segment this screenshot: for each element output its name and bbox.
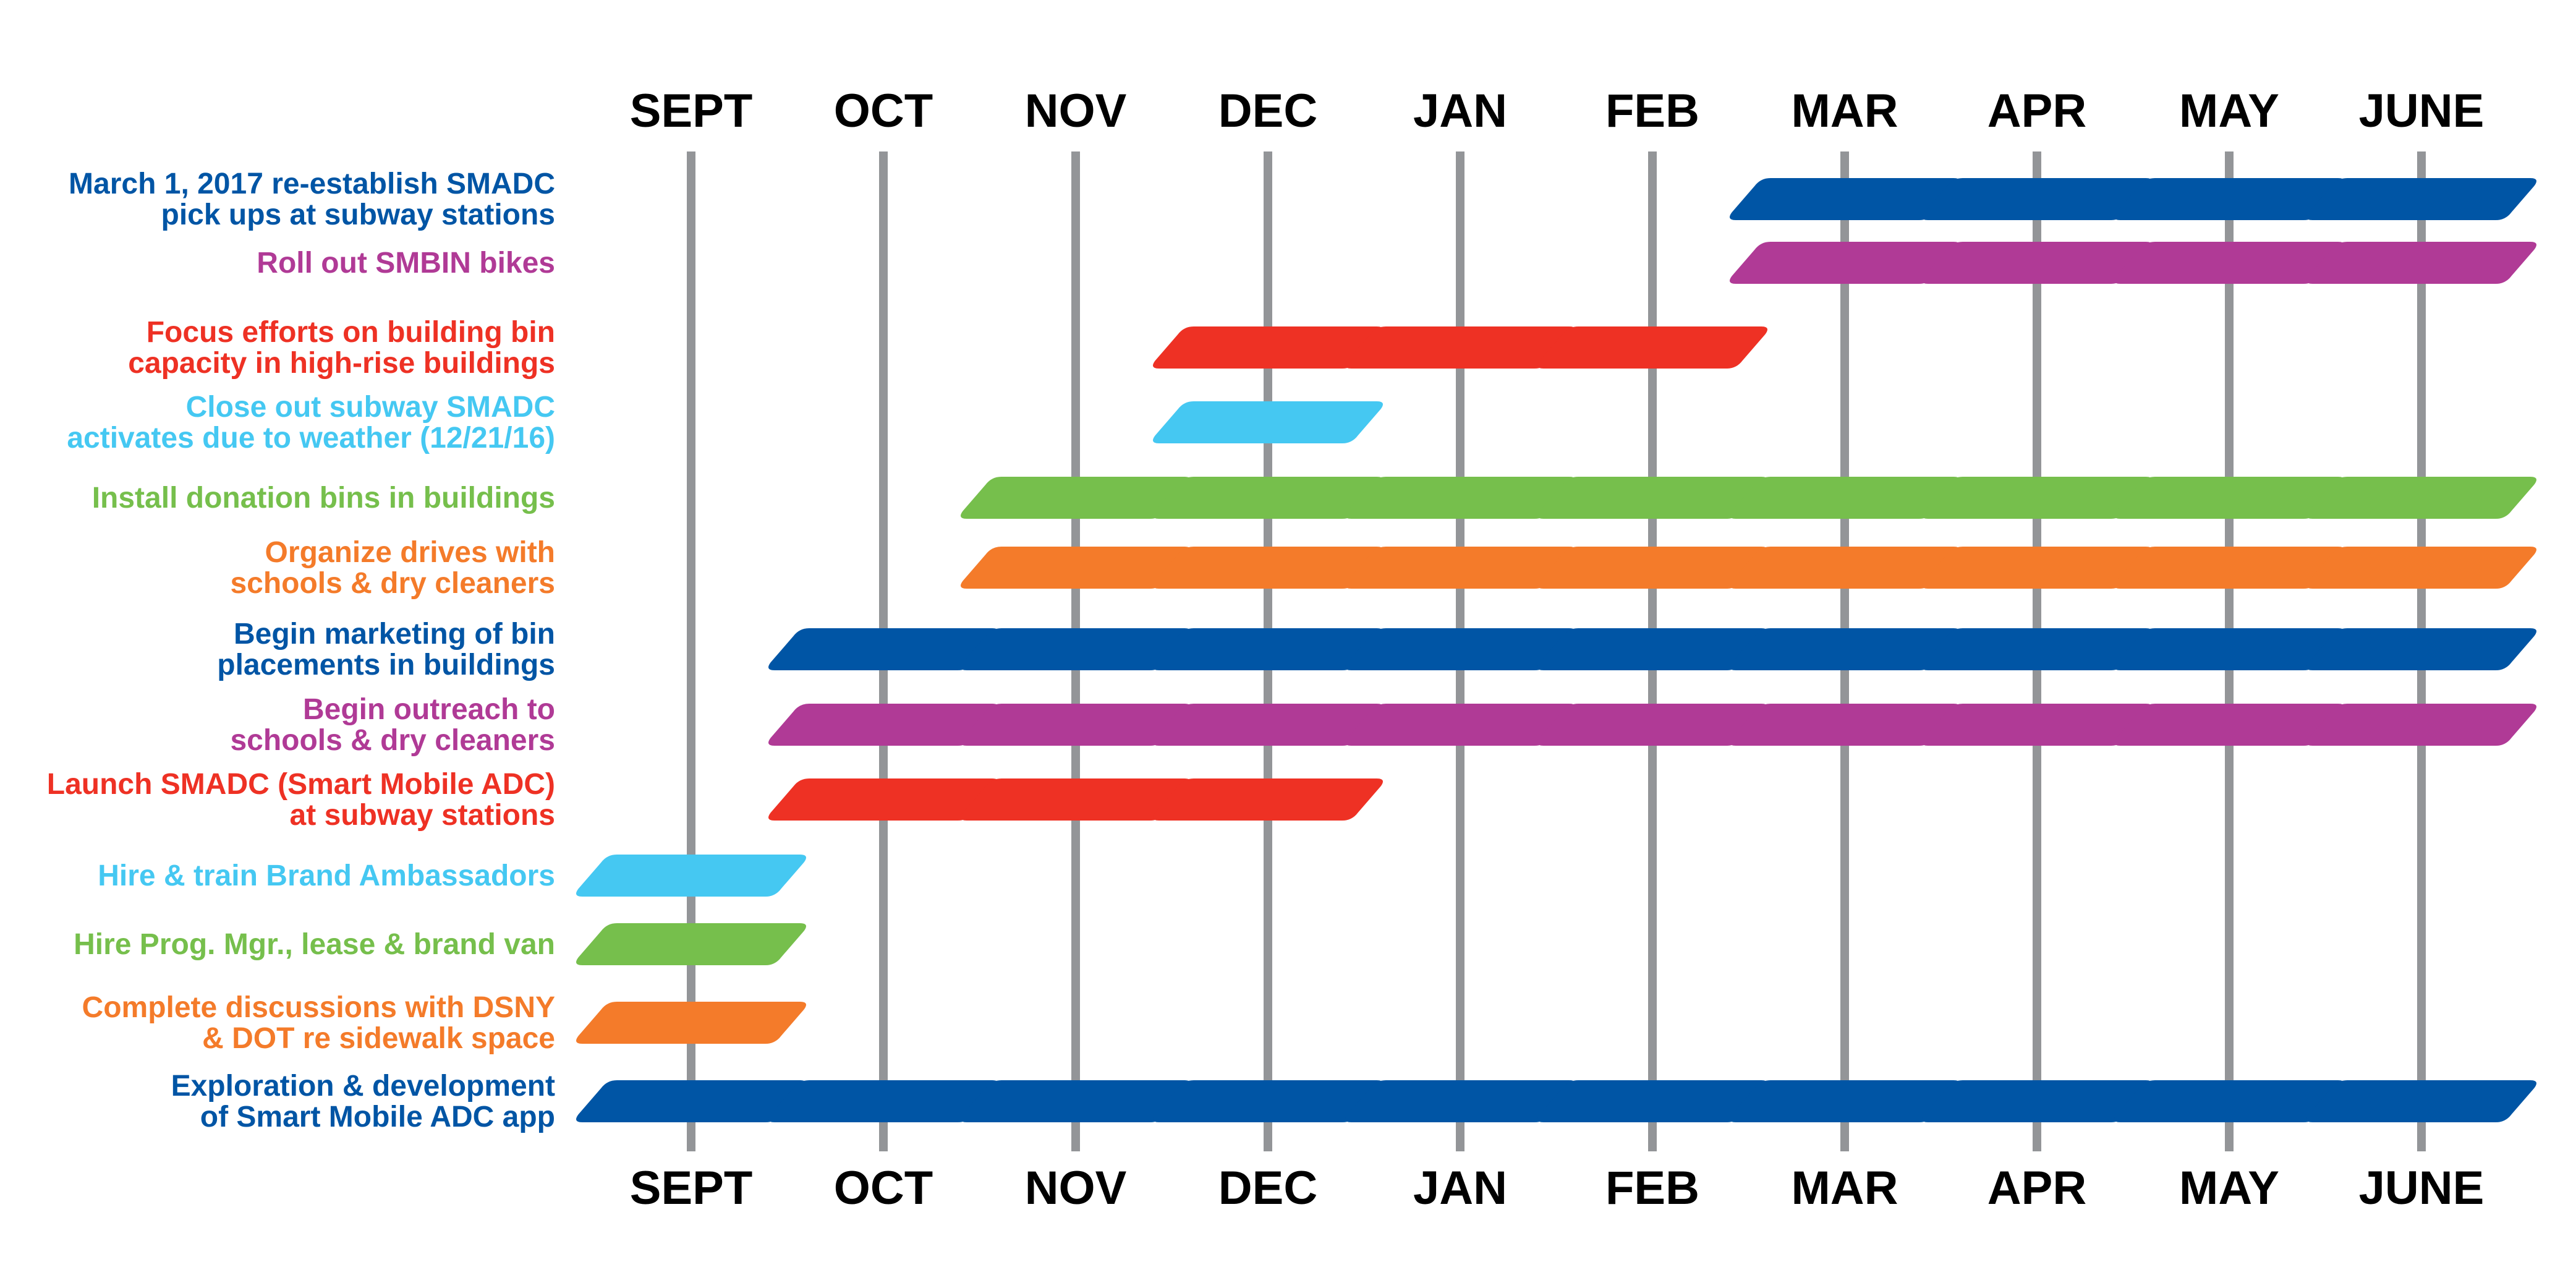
top-month-axis: SEPT OCT NOV DEC JAN FEB MAR APR MAY JUNE bbox=[630, 85, 2485, 137]
task-label-organize-drives-with-schools-dry-cleaner-line-1: Organize drives with bbox=[265, 536, 555, 569]
month-label-bottom-apr: APR bbox=[1987, 1162, 2086, 1214]
month-label-top-oct: OCT bbox=[834, 85, 933, 137]
task-bar-hire-prog-mgr-lease-brand-van-sept bbox=[576, 923, 806, 965]
task-label-begin-outreach-to-schools-dry-cleaners-line-1: Begin outreach to bbox=[303, 693, 555, 726]
month-label-top-sept: SEPT bbox=[630, 85, 753, 137]
task-label-roll-out-smbin-bikes-line-1: Roll out SMBIN bikes bbox=[257, 247, 555, 279]
task-bar-install-donation-bins-in-buildings-june bbox=[2306, 477, 2536, 519]
task-label-close-out-subway-smadc-activates-due-to--line-1: Close out subway SMADC bbox=[186, 391, 555, 424]
task-bars bbox=[576, 178, 2536, 1122]
month-label-top-may: MAY bbox=[2179, 85, 2279, 137]
month-label-top-feb: FEB bbox=[1605, 85, 1699, 137]
task-label-hire-train-brand-ambassadors-line-1: Hire & train Brand Ambassadors bbox=[98, 859, 555, 892]
month-label-bottom-may: MAY bbox=[2179, 1162, 2279, 1214]
task-bar-close-out-subway-smadc-activates-due-to--dec bbox=[1153, 401, 1383, 443]
task-label-focus-efforts-on-building-bin-capacity-i-line-1: Focus efforts on building bin bbox=[147, 316, 555, 349]
task-bar-march-1-2017-re-establish-smadc-pick-ups-june bbox=[2306, 178, 2536, 220]
task-bar-roll-out-smbin-bikes-june bbox=[2306, 242, 2536, 284]
task-label-exploration-development-of-smart-mobile--line-2: of Smart Mobile ADC app bbox=[200, 1101, 555, 1133]
month-label-top-jan: JAN bbox=[1413, 85, 1507, 137]
month-label-bottom-jan: JAN bbox=[1413, 1162, 1507, 1214]
task-label-march-1-2017-re-establish-smadc-pick-ups-line-1: March 1, 2017 re-establish SMADC bbox=[69, 168, 555, 200]
month-label-bottom-feb: FEB bbox=[1605, 1162, 1699, 1214]
bottom-month-axis: SEPT OCT NOV DEC JAN FEB MAR APR MAY JUNE bbox=[630, 1162, 2485, 1214]
task-label-launch-smadc-smart-mobile-adc-at-subway--line-1: Launch SMADC (Smart Mobile ADC) bbox=[47, 768, 555, 801]
task-bar-launch-smadc-smart-mobile-adc-at-subway--dec bbox=[1153, 778, 1383, 821]
month-label-top-dec: DEC bbox=[1218, 85, 1317, 137]
task-label-begin-outreach-to-schools-dry-cleaners-line-2: schools & dry cleaners bbox=[230, 724, 555, 757]
month-label-bottom-mar: MAR bbox=[1791, 1162, 1898, 1214]
task-bar-complete-discussions-with-dsny-dot-re-si-sept bbox=[576, 1002, 806, 1044]
task-bar-begin-outreach-to-schools-dry-cleaners-june bbox=[2306, 704, 2536, 746]
month-label-bottom-oct: OCT bbox=[834, 1162, 933, 1214]
task-bar-exploration-development-of-smart-mobile--june bbox=[2306, 1080, 2536, 1122]
month-label-top-june: JUNE bbox=[2359, 85, 2485, 137]
month-label-bottom-nov: NOV bbox=[1025, 1162, 1127, 1214]
task-label-complete-discussions-with-dsny-dot-re-si-line-2: & DOT re sidewalk space bbox=[202, 1022, 555, 1055]
task-label-exploration-development-of-smart-mobile--line-1: Exploration & development bbox=[171, 1070, 555, 1102]
task-label-begin-marketing-of-bin-placements-in-bui-line-1: Begin marketing of bin bbox=[234, 618, 555, 650]
month-label-top-mar: MAR bbox=[1791, 85, 1898, 137]
task-label-install-donation-bins-in-buildings-line-1: Install donation bins in buildings bbox=[92, 482, 555, 514]
task-bar-organize-drives-with-schools-dry-cleaner-june bbox=[2306, 547, 2536, 589]
task-bar-begin-marketing-of-bin-placements-in-bui-june bbox=[2306, 628, 2536, 670]
task-bar-hire-train-brand-ambassadors-sept bbox=[576, 855, 806, 897]
task-label-organize-drives-with-schools-dry-cleaner-line-2: schools & dry cleaners bbox=[230, 567, 555, 600]
task-label-begin-marketing-of-bin-placements-in-bui-line-2: placements in buildings bbox=[217, 649, 555, 681]
task-label-focus-efforts-on-building-bin-capacity-i-line-2: capacity in high-rise buildings bbox=[128, 347, 555, 380]
task-bar-focus-efforts-on-building-bin-capacity-i-feb bbox=[1537, 326, 1767, 369]
month-label-top-nov: NOV bbox=[1025, 85, 1127, 137]
month-label-bottom-dec: DEC bbox=[1218, 1162, 1317, 1214]
month-label-bottom-sept: SEPT bbox=[630, 1162, 753, 1214]
task-label-close-out-subway-smadc-activates-due-to--line-2: activates due to weather (12/21/16) bbox=[67, 422, 555, 454]
task-label-hire-prog-mgr-lease-brand-van-line-1: Hire Prog. Mgr., lease & brand van bbox=[74, 928, 555, 961]
task-label-complete-discussions-with-dsny-dot-re-si-line-1: Complete discussions with DSNY bbox=[82, 991, 555, 1024]
month-label-top-apr: APR bbox=[1987, 85, 2086, 137]
task-label-march-1-2017-re-establish-smadc-pick-ups-line-2: pick ups at subway stations bbox=[161, 198, 556, 231]
month-label-bottom-june: JUNE bbox=[2359, 1162, 2485, 1214]
task-label-launch-smadc-smart-mobile-adc-at-subway--line-2: at subway stations bbox=[290, 799, 555, 832]
